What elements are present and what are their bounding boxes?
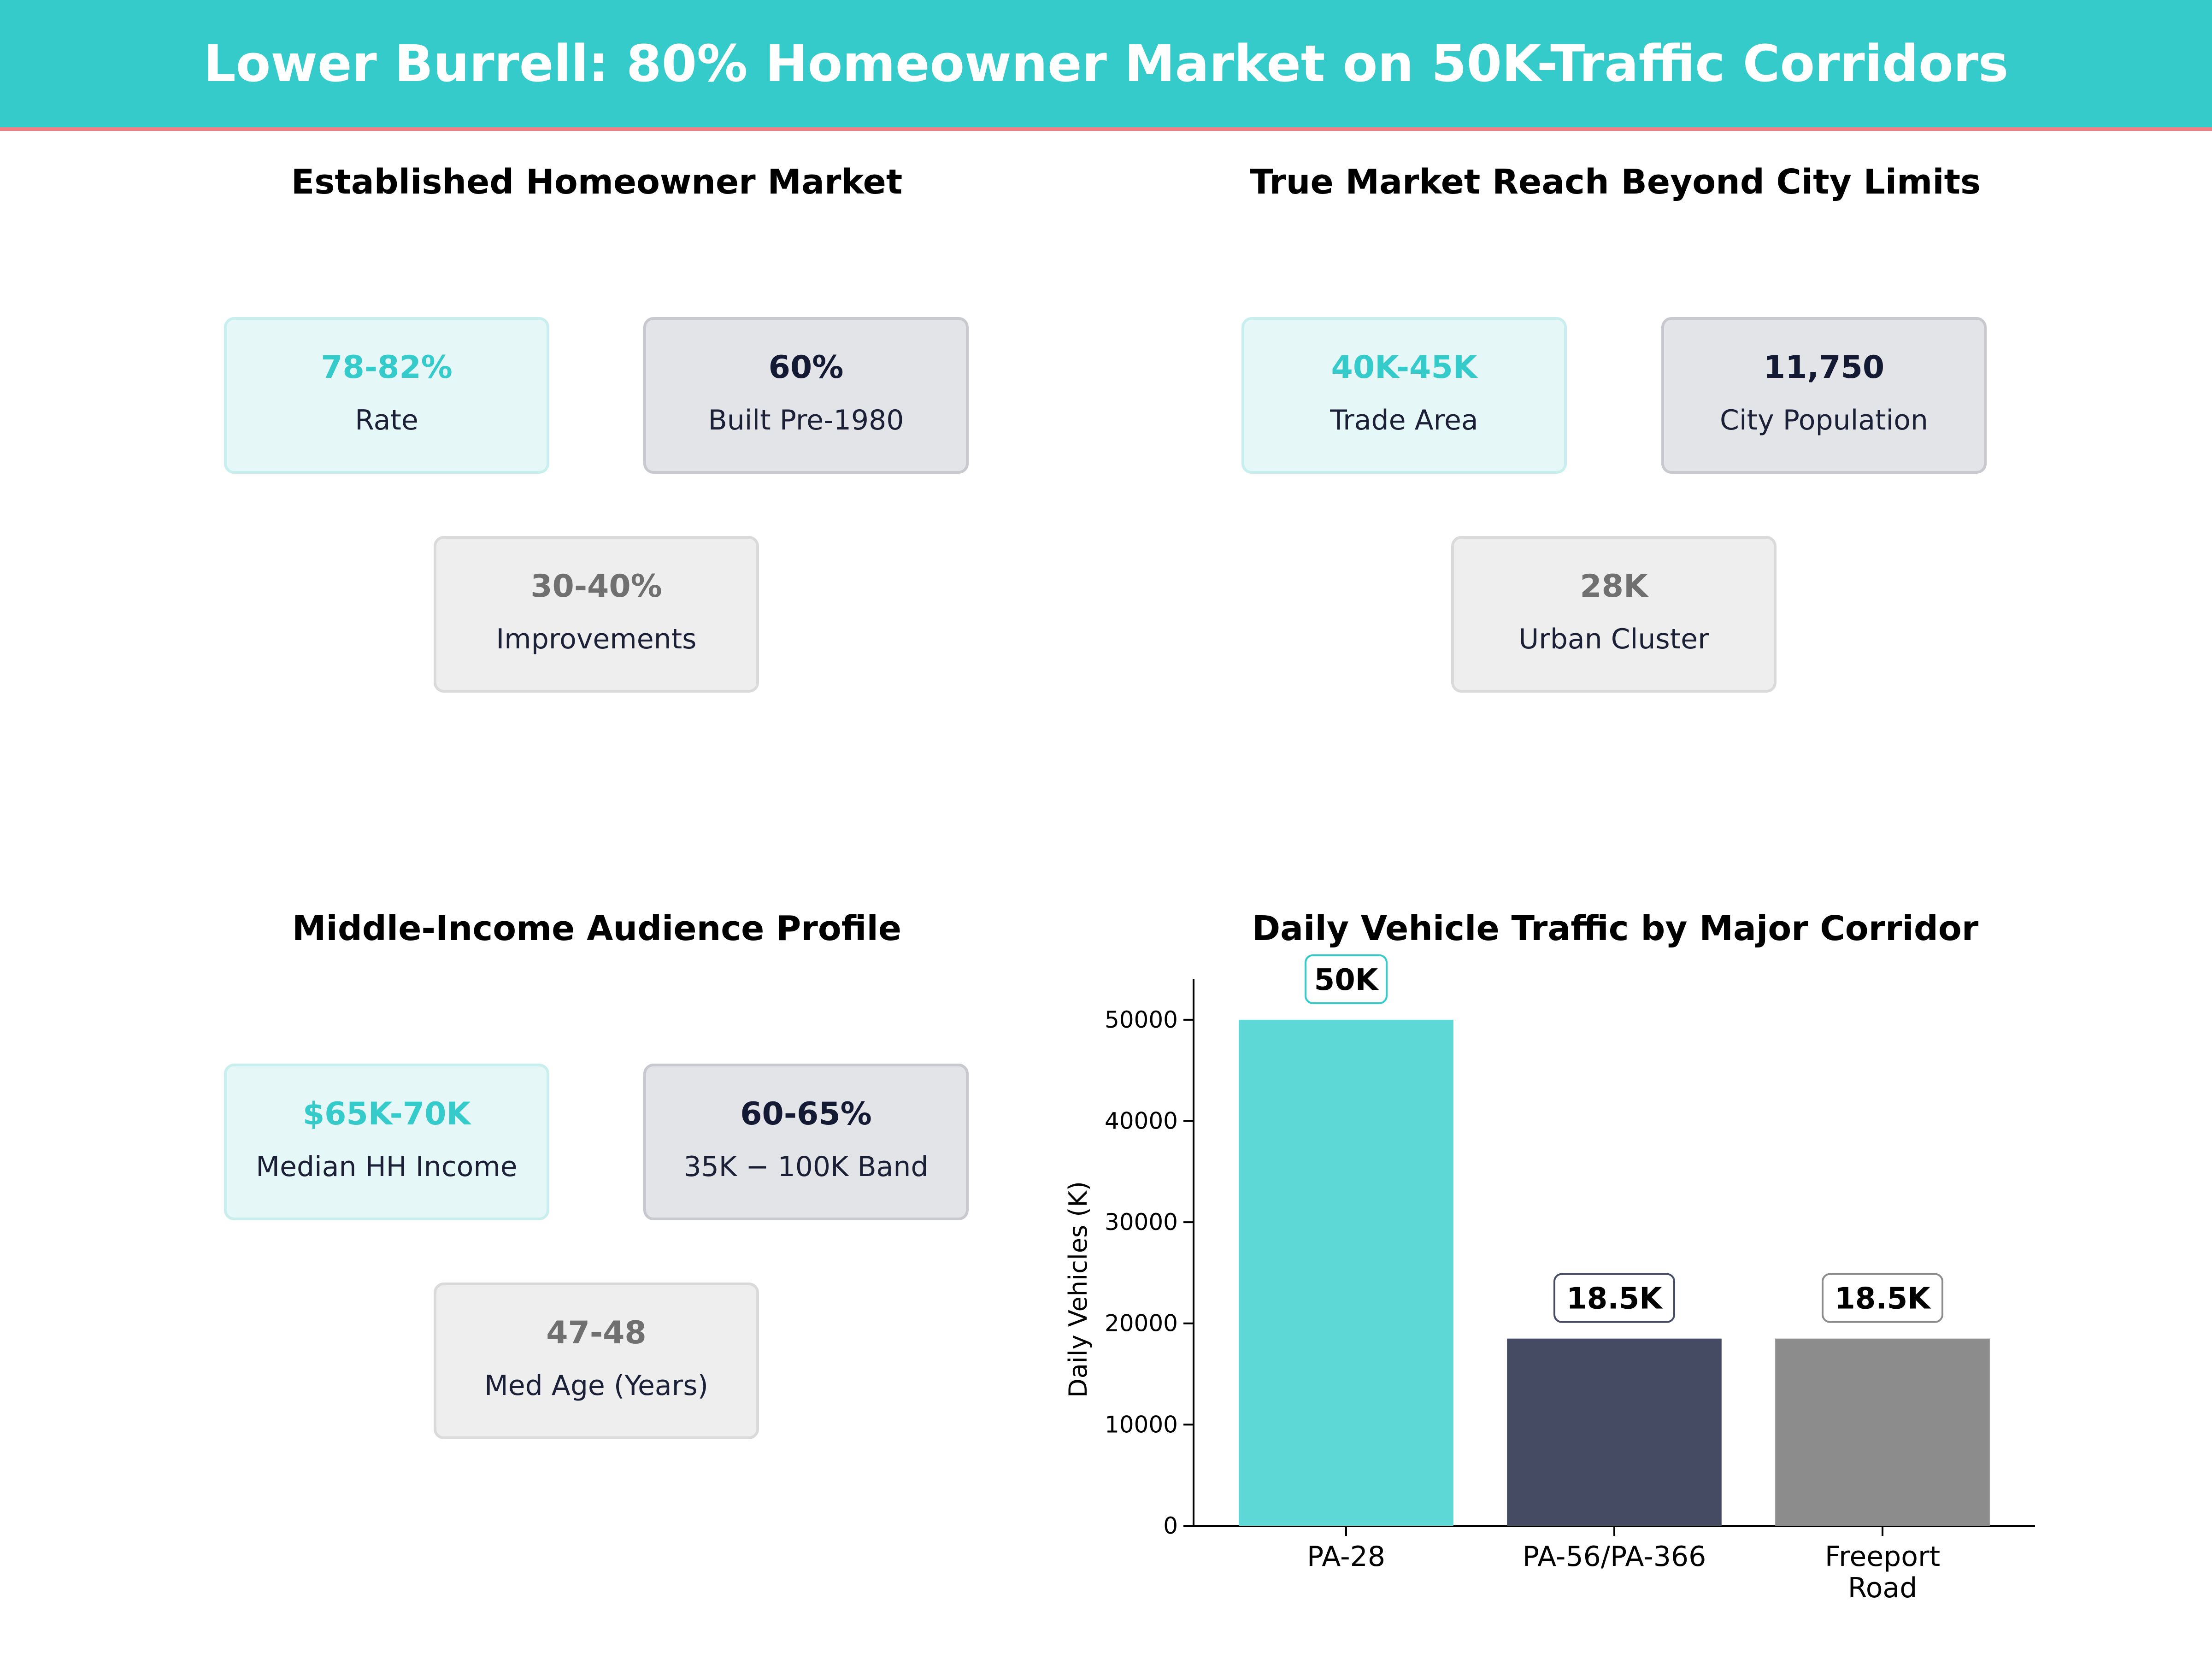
card-value: 11,750: [1763, 349, 1885, 386]
data-label-box: [1822, 1273, 1943, 1323]
homeowner-built-card: 60% Built Pre-1980: [643, 317, 969, 474]
card-label: Median HH Income: [256, 1151, 518, 1183]
card-label: Improvements: [496, 623, 697, 655]
card-value: 28K: [1580, 568, 1648, 605]
income-age-card: 47-48 Med Age (Years): [434, 1282, 759, 1439]
traffic-panel-title: Daily Vehicle Traffic by Major Corridor: [1252, 909, 1979, 948]
y-axis-label: Daily Vehicles (K): [1064, 1181, 1093, 1398]
page-title: Lower Burrell: 80% Homeowner Market on 5…: [203, 34, 2009, 93]
card-value: 78-82%: [321, 349, 453, 386]
card-value: 30-40%: [530, 568, 662, 605]
bar-pa-28: [1239, 1019, 1453, 1526]
data-label: 18.5K: [1835, 1282, 1931, 1316]
y-tick-label: 50000: [1105, 1006, 1178, 1033]
card-value: 60%: [768, 349, 844, 386]
data-label-box: [1305, 954, 1388, 1004]
bar-freeport-road: [1775, 1338, 1990, 1526]
homeowner-improvements-card: 30-40% Improvements: [434, 536, 759, 693]
card-label: Rate: [355, 404, 418, 436]
x-tick-label: PA-56/PA-366: [1523, 1541, 1706, 1573]
bar-pa-56-pa-366: [1507, 1338, 1722, 1526]
card-label: City Population: [1720, 404, 1928, 436]
data-label-box: [1553, 1273, 1675, 1323]
card-label: 35K − 100K Band: [683, 1151, 929, 1183]
income-band-card: 60-65% 35K − 100K Band: [643, 1064, 969, 1220]
card-label: Med Age (Years): [484, 1370, 709, 1402]
homeowner-panel-title: Established Homeowner Market: [291, 162, 903, 202]
data-label: 50K: [1314, 963, 1379, 997]
reach-city-population-card: 11,750 City Population: [1661, 317, 1987, 474]
card-label: Built Pre-1980: [708, 404, 904, 436]
y-tick-label: 20000: [1105, 1310, 1178, 1337]
card-label: Urban Cluster: [1518, 623, 1709, 655]
card-value: 47-48: [546, 1315, 647, 1351]
y-tick-label: 10000: [1105, 1411, 1178, 1438]
y-tick-label: 40000: [1105, 1107, 1178, 1134]
data-label: 18.5K: [1566, 1282, 1663, 1316]
card-label: Trade Area: [1330, 404, 1478, 436]
y-tick-label: 0: [1163, 1512, 1178, 1539]
reach-urban-cluster-card: 28K Urban Cluster: [1451, 536, 1777, 693]
reach-panel-title: True Market Reach Beyond City Limits: [1249, 162, 1981, 202]
income-median-card: $65K-70K Median HH Income: [224, 1064, 549, 1220]
y-tick-label: 30000: [1105, 1209, 1178, 1235]
x-tick-label: PA-28: [1307, 1541, 1385, 1573]
card-value: $65K-70K: [302, 1096, 471, 1132]
reach-trade-area-card: 40K-45K Trade Area: [1241, 317, 1567, 474]
x-tick-label: Freeport Road: [1825, 1541, 1940, 1604]
header-banner: Lower Burrell: 80% Homeowner Market on 5…: [0, 0, 2212, 131]
card-value: 40K-45K: [1331, 349, 1477, 386]
card-value: 60-65%: [740, 1096, 872, 1132]
homeowner-rate-card: 78-82% Rate: [224, 317, 549, 474]
income-panel-title: Middle-Income Audience Profile: [292, 909, 902, 948]
